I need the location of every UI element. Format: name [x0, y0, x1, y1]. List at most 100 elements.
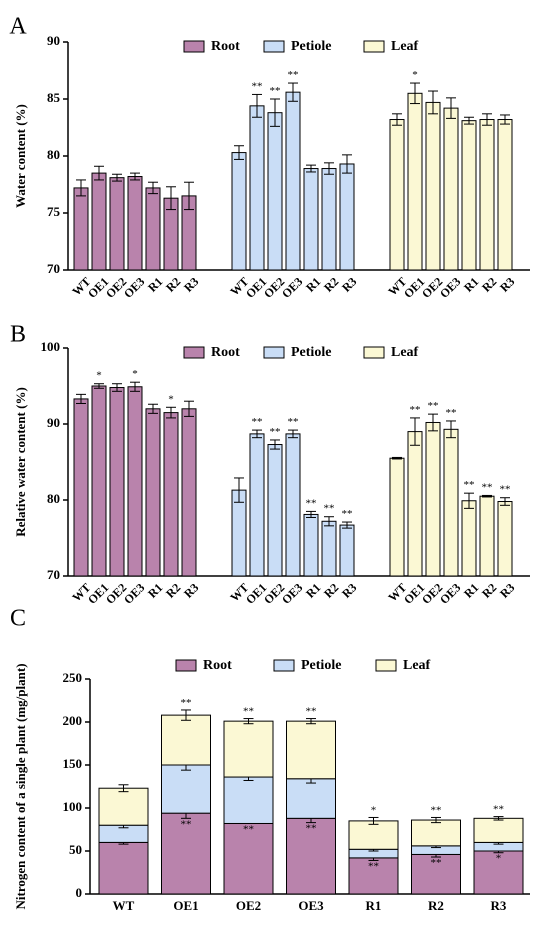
- y-axis-label: Nitrogen content of a single plant (mg/p…: [13, 663, 28, 909]
- y-tick-label: 100: [41, 339, 61, 354]
- legend-label-root: Root: [211, 345, 240, 360]
- significance-mark: *: [496, 853, 502, 865]
- bar-petiole-r2: [321, 168, 337, 271]
- bar-root-oe3: [127, 386, 143, 577]
- bar-root-oe1: [91, 385, 107, 577]
- significance-mark: **: [243, 706, 254, 718]
- panel-C: C Root Petiole Leaf 0 50 100 150 200 250 Nitrogen …: [10, 606, 530, 913]
- bar-root-oe3: [127, 176, 143, 271]
- panel-B: B Root Petiole Leaf 70 80 90 100 Relative water …: [10, 322, 530, 607]
- significance-mark: *: [168, 393, 174, 405]
- significance-mark: **: [288, 69, 299, 81]
- legend-label-leaf: Leaf: [403, 658, 431, 673]
- y-tick-label: 0: [76, 885, 83, 900]
- stack-petiole-oe1: [161, 764, 211, 814]
- stack-leaf-oe1: [161, 714, 211, 766]
- bar-leaf-r2: [479, 495, 495, 577]
- y-tick-label: 80: [47, 491, 60, 506]
- x-tick-label: OE3: [279, 274, 305, 300]
- x-tick-label: R3: [497, 274, 517, 294]
- x-tick-label: R3: [497, 580, 517, 600]
- significance-mark: **: [368, 860, 379, 872]
- significance-mark: **: [431, 804, 442, 816]
- significance-mark: *: [412, 69, 418, 81]
- significance-mark: **: [464, 479, 475, 491]
- bar-leaf-oe2: [425, 101, 441, 271]
- x-tick-label: OE3: [298, 898, 324, 913]
- significance-mark: *: [132, 368, 138, 380]
- significance-mark: **: [324, 503, 335, 515]
- bar-petiole-oe3: [285, 91, 301, 271]
- y-tick-label: 50: [69, 842, 82, 857]
- y-tick-label: 75: [47, 204, 61, 219]
- significance-mark: **: [342, 508, 353, 520]
- x-tick-label: R2: [428, 898, 444, 913]
- bar-petiole-oe2: [267, 444, 283, 577]
- x-tick-label: OE3: [121, 580, 147, 606]
- x-tick-label: OE3: [437, 274, 463, 300]
- significance-mark: *: [96, 370, 102, 382]
- bar-petiole-oe1: [249, 433, 265, 577]
- bar-petiole-r3: [339, 163, 355, 271]
- x-tick-label: R1: [366, 898, 382, 913]
- significance-mark: **: [252, 80, 263, 92]
- legend-label-leaf: Leaf: [391, 39, 419, 54]
- panel-A: A Root Petiole Leaf 70 75 80 85 90 Water content …: [9, 14, 530, 301]
- bar-petiole-r1: [303, 168, 319, 271]
- legend-swatch-root: [175, 659, 197, 672]
- y-tick-label: 150: [63, 756, 83, 771]
- bar-root-r2: [163, 412, 179, 577]
- panel-letter: A: [9, 14, 27, 40]
- legend-label-petiole: Petiole: [301, 658, 341, 673]
- bar-leaf-oe1: [407, 92, 423, 271]
- significance-mark: **: [181, 818, 192, 830]
- bar-root-oe2: [109, 387, 125, 577]
- bar-petiole-wt: [231, 152, 247, 271]
- x-tick-label: R3: [339, 580, 359, 600]
- significance-mark: **: [410, 404, 421, 416]
- bar-leaf-r3: [497, 501, 513, 577]
- bar-root-r1: [145, 408, 161, 577]
- legend-swatch-root: [183, 346, 205, 359]
- legend-label-petiole: Petiole: [291, 345, 331, 360]
- bar-root-wt: [73, 398, 89, 577]
- significance-mark: **: [428, 400, 439, 412]
- stack-leaf-wt: [98, 787, 149, 826]
- bar-petiole-r3: [339, 524, 355, 577]
- panel-letter: C: [10, 606, 26, 632]
- significance-mark: **: [306, 823, 317, 835]
- stack-petiole-oe3: [286, 778, 336, 819]
- bar-root-wt: [73, 187, 89, 271]
- legend: Root Petiole Leaf: [175, 658, 431, 673]
- y-tick-label: 90: [47, 33, 60, 48]
- y-tick-label: 70: [47, 261, 60, 276]
- legend-label-petiole: Petiole: [291, 39, 331, 54]
- significance-mark: **: [270, 426, 281, 438]
- significance-mark: **: [270, 85, 281, 97]
- x-tick-label: R3: [339, 274, 359, 294]
- legend-label-root: Root: [203, 658, 232, 673]
- y-tick-label: 70: [47, 567, 60, 582]
- legend-swatch-leaf: [363, 40, 385, 53]
- stack-leaf-r1: [348, 820, 399, 850]
- stack-root-oe3: [286, 817, 336, 895]
- bar-leaf-r1: [461, 500, 477, 577]
- stack-root-wt: [98, 841, 149, 895]
- x-tick-label: OE3: [121, 274, 147, 300]
- stack-leaf-oe2: [223, 720, 274, 778]
- stack-petiole-oe2: [223, 776, 274, 824]
- y-tick-label: 80: [47, 147, 60, 162]
- stack-leaf-r3: [473, 817, 524, 843]
- bar-root-oe1: [91, 172, 107, 271]
- bar-petiole-r1: [303, 513, 319, 577]
- bar-leaf-oe2: [425, 421, 441, 577]
- significance-mark: **: [306, 706, 317, 718]
- x-tick-label: OE3: [279, 580, 305, 606]
- stack-root-r2: [411, 853, 461, 895]
- bar-leaf-r3: [497, 119, 513, 271]
- x-tick-label: R3: [181, 580, 201, 600]
- legend-swatch-petiole: [263, 40, 285, 53]
- bar-leaf-oe3: [443, 107, 459, 271]
- y-tick-label: 90: [47, 415, 60, 430]
